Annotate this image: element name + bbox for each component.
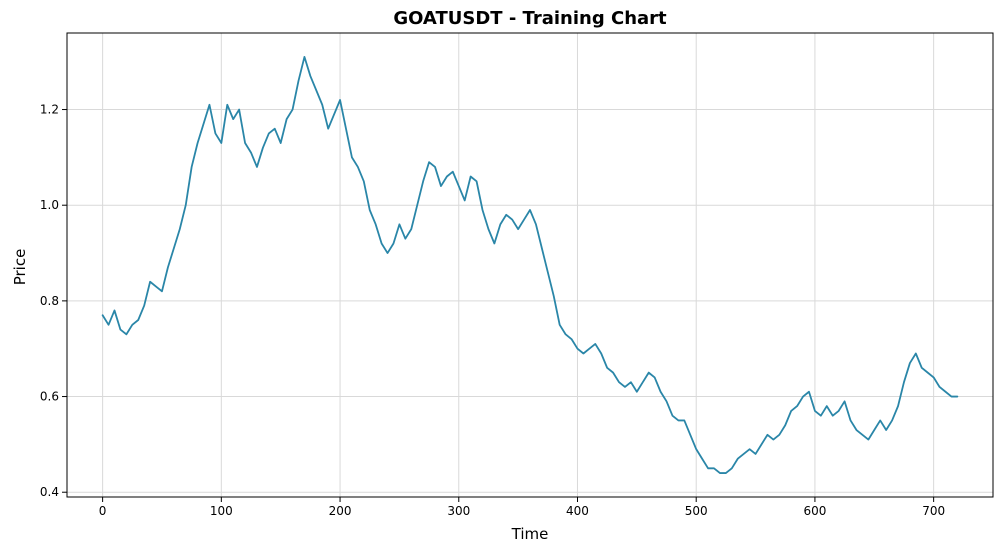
y-tick-label: 0.4 bbox=[40, 485, 59, 499]
price-series-line bbox=[101, 56, 959, 474]
x-tick-label: 700 bbox=[922, 504, 945, 518]
plot-frame bbox=[66, 32, 994, 498]
x-tick-label: 400 bbox=[566, 504, 589, 518]
x-tick-label: 300 bbox=[447, 504, 470, 518]
y-tick-label: 1.2 bbox=[40, 103, 59, 117]
grid-layer bbox=[67, 33, 993, 497]
series-layer bbox=[101, 56, 959, 474]
x-tick-label: 600 bbox=[803, 504, 826, 518]
axes-layer: 0 100 200 300 400 500 600 700 0.4 0.6 0.8 1.0 1.2 bbox=[40, 32, 994, 518]
y-axis-label: Price bbox=[11, 249, 29, 286]
y-tick-label: 1.0 bbox=[40, 198, 59, 212]
x-tick-label: 0 bbox=[99, 504, 107, 518]
x-tick-label: 500 bbox=[685, 504, 708, 518]
y-tick-label: 0.8 bbox=[40, 294, 59, 308]
chart-title: GOATUSDT - Training Chart bbox=[393, 8, 667, 29]
y-tick-label: 0.6 bbox=[40, 390, 59, 404]
x-tick-label: 200 bbox=[329, 504, 352, 518]
x-axis-label: Time bbox=[511, 525, 549, 543]
x-tick-label: 100 bbox=[210, 504, 233, 518]
